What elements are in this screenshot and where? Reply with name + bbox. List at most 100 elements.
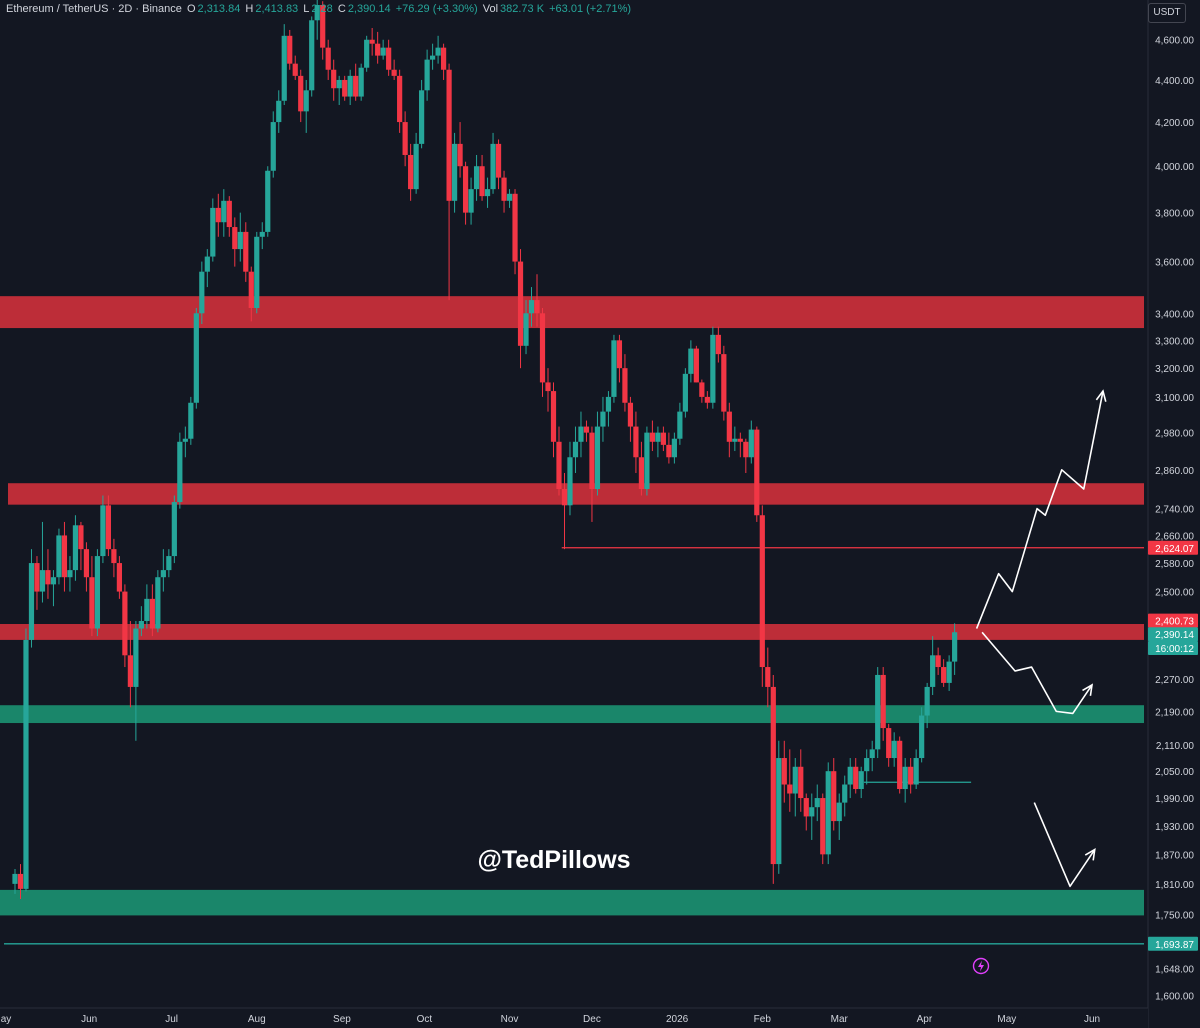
symbol-label[interactable]: Ethereum / TetherUS · 2D · Binance	[6, 3, 182, 15]
close-value: 2,390.14	[347, 3, 391, 15]
price-tick-label: 4,000.00	[1155, 162, 1194, 173]
price-marker: 2,390.14	[1148, 627, 1198, 642]
candle	[215, 193, 221, 237]
candle-body	[391, 69, 397, 76]
candle-body	[413, 143, 419, 190]
candle	[303, 79, 309, 133]
candle-body	[655, 432, 661, 442]
candle	[402, 111, 408, 167]
candle	[902, 758, 908, 803]
candle-body	[682, 373, 688, 412]
candle	[72, 515, 79, 581]
candle-body	[616, 340, 623, 369]
pullback-path	[981, 631, 1093, 715]
candle	[682, 368, 688, 418]
candle-body	[188, 402, 194, 439]
candle	[616, 334, 623, 383]
candle-body	[858, 771, 864, 790]
candle-body	[116, 563, 122, 592]
candle-body	[419, 90, 425, 144]
candle	[457, 122, 463, 178]
candle	[534, 274, 540, 327]
candle-body	[127, 655, 133, 687]
price-tick-label: 4,200.00	[1155, 118, 1194, 129]
candle	[666, 432, 672, 464]
candle	[314, 0, 320, 40]
candle-body	[276, 100, 282, 123]
candle-body	[809, 807, 815, 817]
candle	[375, 31, 381, 64]
candle	[451, 132, 458, 213]
candle-body	[353, 75, 359, 97]
currency-unit-button[interactable]: USDT	[1148, 3, 1186, 23]
price-tick-label: 2,500.00	[1155, 588, 1194, 599]
candle	[144, 584, 150, 629]
candle	[649, 420, 656, 452]
price-tick-label: 2,660.00	[1155, 531, 1194, 542]
candle-body	[539, 313, 546, 383]
candle-body	[605, 396, 612, 412]
candle	[484, 177, 491, 208]
candle-body	[792, 766, 798, 794]
candle	[331, 59, 337, 101]
candle-body	[825, 771, 831, 855]
candle-body	[545, 382, 551, 392]
candle	[83, 542, 90, 592]
time-tick-label: Sep	[333, 1014, 351, 1025]
candle-body	[561, 489, 568, 506]
price-marker: 16:00:12	[1148, 640, 1198, 655]
candle-body	[347, 75, 353, 97]
candle-body	[94, 556, 101, 629]
symbol-header: Ethereum / TetherUS · 2D · Binance O 2,31…	[6, 3, 633, 15]
candle	[369, 28, 375, 56]
candle	[495, 139, 502, 190]
candle-body	[952, 632, 958, 662]
candle-body	[875, 674, 881, 750]
candle	[875, 667, 881, 759]
resistance-zone	[0, 624, 1144, 640]
candle	[276, 90, 282, 133]
candle-body	[688, 348, 694, 374]
candle-body	[430, 55, 436, 60]
candle-body	[243, 231, 249, 272]
candle	[320, 1, 326, 60]
candle	[50, 570, 57, 607]
candle-body	[567, 457, 573, 506]
candle	[23, 628, 29, 892]
candle-body	[633, 426, 639, 458]
candle	[886, 723, 892, 767]
candle-body	[100, 505, 106, 557]
candle	[891, 732, 897, 767]
candle	[34, 556, 40, 610]
candle	[446, 63, 452, 301]
candle-body	[111, 549, 117, 564]
candle	[517, 249, 524, 369]
candle	[792, 758, 798, 817]
candle-body	[836, 802, 842, 822]
candle	[864, 749, 870, 785]
candle	[490, 132, 496, 194]
candle-body	[138, 621, 144, 629]
candle-body	[248, 271, 254, 308]
candle-body	[501, 177, 507, 201]
candle-body	[210, 207, 216, 257]
candle	[633, 411, 639, 473]
time-tick-label: Jul	[165, 1014, 178, 1025]
time-axis-background	[0, 1008, 1148, 1028]
candle-body	[61, 535, 68, 578]
candle	[798, 749, 804, 812]
high-label: H	[245, 3, 254, 15]
bearish-path	[1033, 802, 1096, 888]
candle-body	[265, 170, 271, 232]
candle-body	[342, 79, 348, 97]
lightning-badge-icon[interactable]	[972, 957, 990, 975]
candle	[836, 793, 842, 840]
time-tick-label: Oct	[417, 1014, 433, 1025]
candle-body	[199, 271, 205, 314]
candle	[210, 198, 216, 262]
price-marker: 2,624.07	[1148, 540, 1198, 555]
candle	[12, 868, 18, 894]
candle	[919, 707, 925, 763]
candle	[243, 222, 249, 282]
